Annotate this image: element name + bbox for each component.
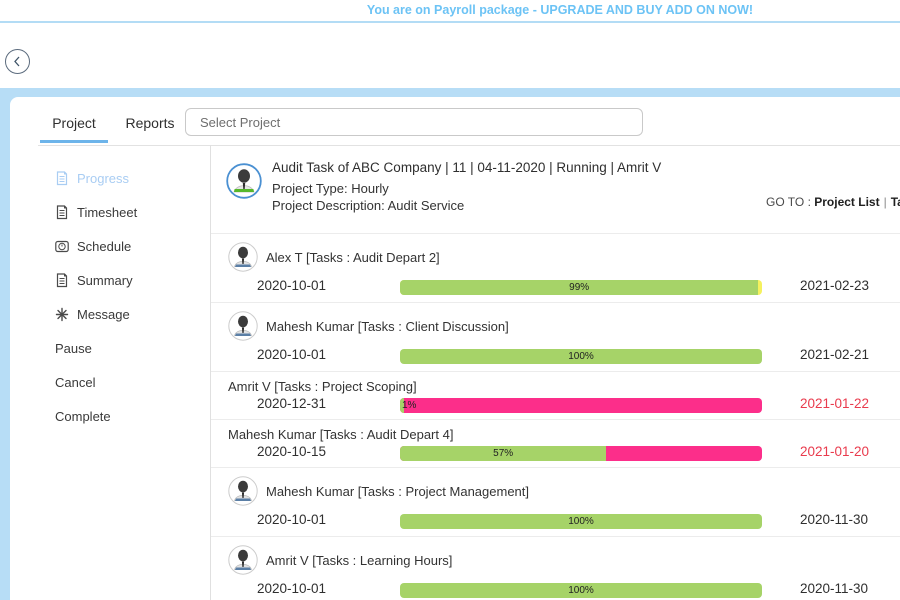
task-row: Alex T [Tasks : Audit Depart 2] 2020-10-… (211, 233, 900, 302)
progress-fill (400, 349, 762, 364)
sidebar-item-label: Message (77, 306, 130, 322)
progress-percent-label: 100% (568, 585, 594, 596)
back-button[interactable] (5, 49, 30, 74)
progress-percent-label: 99% (569, 282, 590, 293)
active-tab-indicator (40, 140, 108, 143)
sidebar-item-cancel[interactable]: Cancel (10, 365, 210, 399)
chevron-left-icon (14, 56, 20, 67)
task-assignee-label: Amrit V [Tasks : Project Scoping] (228, 379, 417, 394)
sidebar-item-message[interactable]: Message (10, 297, 210, 331)
progress-fill (400, 514, 762, 529)
sidebar-item-label: Cancel (55, 374, 96, 390)
task-assignee-label: Mahesh Kumar [Tasks : Client Discussion] (266, 319, 509, 334)
sidebar-item-progress[interactable]: Progress (10, 161, 210, 195)
task-start-date: 2020-10-01 (257, 278, 327, 293)
main-card: Project Reports Progress Timesheet (10, 97, 900, 600)
sidebar-item-label: Schedule (77, 238, 132, 254)
task-assignee-label: Alex T [Tasks : Audit Depart 2] (266, 250, 440, 265)
sidebar-item-label: Complete (55, 408, 111, 424)
assignee-avatar-icon (228, 545, 258, 575)
progress-fill (400, 446, 607, 461)
progress-fill (400, 398, 404, 413)
sidebar-item-timesheet[interactable]: Timesheet (10, 195, 210, 229)
content-panel: Audit Task of ABC Company | 11 | 04-11-2… (211, 145, 900, 600)
tab-strip-border (38, 145, 900, 146)
task-start-date: 2020-10-01 (257, 512, 327, 527)
task-progress-bar: 1% (400, 398, 762, 413)
task-start-date: 2020-10-01 (257, 347, 327, 362)
task-end-date: 2021-02-21 (800, 347, 870, 362)
goto-links: GO TO : Project List|Tasks Pe (766, 195, 900, 209)
task-list: Alex T [Tasks : Audit Depart 2] 2020-10-… (211, 233, 900, 600)
progress-fill (400, 583, 762, 598)
tab-reports[interactable]: Reports (125, 115, 175, 131)
sidebar-item-complete[interactable]: Complete (10, 399, 210, 433)
sidebar-item-label: Pause (55, 340, 92, 356)
task-row: Amrit V [Tasks : Project Scoping] 2020-1… (211, 371, 900, 419)
progress-fill (400, 280, 759, 295)
project-avatar (226, 163, 262, 199)
progress-percent-label: 1% (402, 400, 417, 411)
task-end-date: 2021-01-20 (800, 444, 870, 459)
asterisk-icon (55, 307, 69, 322)
task-end-date: 2020-11-30 (800, 512, 869, 527)
task-progress-bar: 57% (400, 446, 762, 461)
goto-separator: | (883, 195, 887, 209)
task-assignee-label: Mahesh Kumar [Tasks : Audit Depart 4] (228, 427, 454, 442)
document-icon (55, 204, 69, 220)
project-header: Audit Task of ABC Company | 11 | 04-11-2… (211, 145, 900, 233)
clock-icon (55, 239, 69, 254)
assignee-avatar-icon (228, 311, 258, 341)
task-end-date: 2021-02-23 (800, 278, 870, 293)
progress-percent-label: 100% (568, 351, 594, 362)
task-row: Amrit V [Tasks : Learning Hours] 2020-10… (211, 536, 900, 600)
task-progress-bar: 100% (400, 583, 762, 598)
task-start-date: 2020-12-31 (257, 396, 327, 411)
task-assignee-label: Amrit V [Tasks : Learning Hours] (266, 553, 453, 568)
assignee-avatar-icon (228, 242, 258, 272)
progress-percent-label: 100% (568, 516, 594, 527)
goto-label: GO TO : (766, 195, 811, 209)
document-icon (55, 272, 69, 288)
sidebar: Progress Timesheet Schedule Summary (10, 145, 210, 433)
sidebar-item-pause[interactable]: Pause (10, 331, 210, 365)
task-row: Mahesh Kumar [Tasks : Project Management… (211, 467, 900, 536)
assignee-avatar-icon (228, 476, 258, 506)
task-row: Mahesh Kumar [Tasks : Audit Depart 4] 20… (211, 419, 900, 467)
project-type-label: Project Type: Hourly (272, 181, 389, 196)
task-end-date: 2020-11-30 (800, 581, 869, 596)
select-project-input[interactable] (185, 108, 643, 136)
sidebar-item-label: Summary (77, 272, 133, 288)
upgrade-banner[interactable]: You are on Payroll package - UPGRADE AND… (0, 0, 900, 23)
tab-project[interactable]: Project (52, 115, 96, 131)
project-description-label: Project Description: Audit Service (272, 198, 465, 213)
task-progress-bar: 99% (400, 280, 762, 295)
task-assignee-label: Mahesh Kumar [Tasks : Project Management… (266, 484, 530, 499)
task-progress-bar: 100% (400, 514, 762, 529)
sidebar-item-schedule[interactable]: Schedule (10, 229, 210, 263)
task-progress-bar: 100% (400, 349, 762, 364)
task-end-date: 2021-01-22 (800, 396, 870, 411)
task-start-date: 2020-10-01 (257, 581, 327, 596)
sidebar-content-divider (210, 145, 211, 600)
sidebar-item-label: Timesheet (77, 204, 138, 220)
task-row: Mahesh Kumar [Tasks : Client Discussion]… (211, 302, 900, 371)
project-title: Audit Task of ABC Company | 11 | 04-11-2… (272, 160, 662, 175)
sidebar-item-summary[interactable]: Summary (10, 263, 210, 297)
sidebar-item-label: Progress (77, 170, 130, 186)
progress-percent-label: 57% (493, 448, 514, 459)
task-start-date: 2020-10-15 (257, 444, 327, 459)
goto-project-list-link[interactable]: Project List (814, 195, 880, 209)
document-icon (55, 170, 69, 186)
goto-tasks-link[interactable]: Tasks Pe (890, 195, 900, 209)
